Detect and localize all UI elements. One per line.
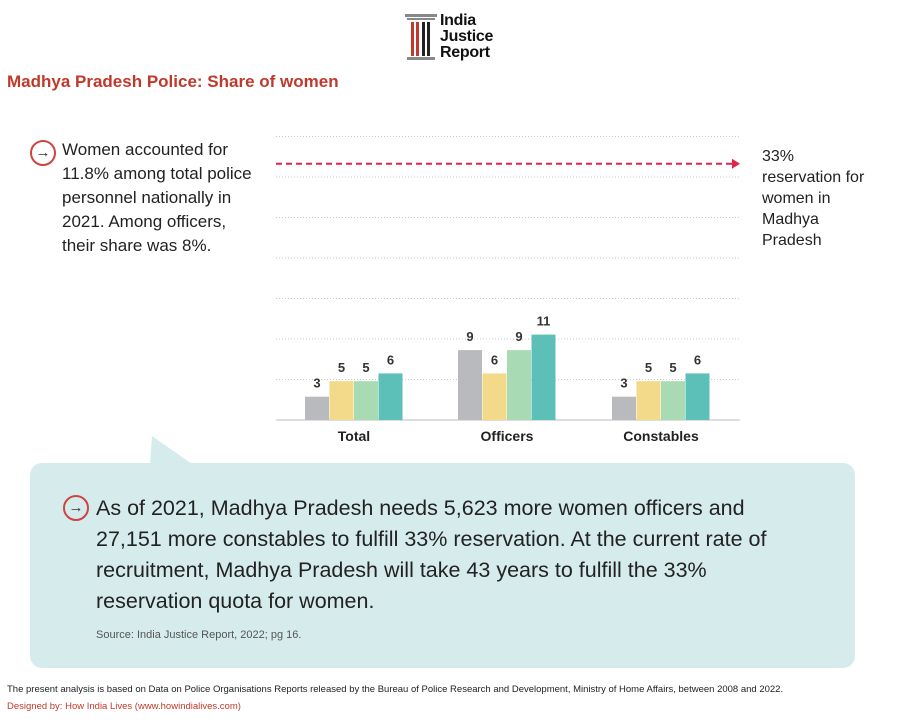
bar-value-label: 6 <box>694 352 701 367</box>
arrow-right-icon: → <box>63 495 89 521</box>
chart-value-labels: 3 5 5 6 9 6 9 11 3 5 5 6 <box>313 314 701 391</box>
bar-value-label: 6 <box>491 352 498 367</box>
bar-value-label: 3 <box>313 376 320 391</box>
callout-box: → As of 2021, Madhya Pradesh needs 5,623… <box>30 463 855 668</box>
reference-line <box>276 158 740 169</box>
logo-line-3: Report <box>440 44 490 61</box>
target-label: 33% reservation for women in Madhya Prad… <box>762 146 872 251</box>
bar <box>636 381 661 420</box>
arrow-right-icon: → <box>30 140 56 166</box>
pillar-icon <box>405 14 437 60</box>
footer-note: The present analysis is based on Data on… <box>7 684 784 695</box>
bar <box>661 381 685 420</box>
bar <box>354 381 378 420</box>
bar <box>531 334 556 420</box>
page-title: Madhya Pradesh Police: Share of women <box>7 72 339 91</box>
target-value: 33% <box>762 148 795 165</box>
bar-value-label: 3 <box>620 376 627 391</box>
logo-line-1: India <box>440 12 476 29</box>
chart-bars <box>305 334 710 420</box>
logo-line-2: Justice <box>440 28 494 45</box>
left-note-text: Women accounted for 11.8% among total po… <box>62 140 252 255</box>
bar <box>685 373 710 420</box>
bar <box>329 381 354 420</box>
logo-text: India Justice Report <box>440 13 493 61</box>
category-label: Officers <box>481 428 534 444</box>
chart-category-labels: Total Officers Constables <box>338 428 699 444</box>
left-note: → Women accounted for 11.8% among total … <box>30 138 260 258</box>
bar <box>482 373 507 420</box>
bar-value-label: 5 <box>362 360 369 375</box>
bar-value-label: 6 <box>387 352 394 367</box>
bar <box>305 396 329 420</box>
bar <box>378 373 403 420</box>
bar <box>612 396 636 420</box>
reference-arrow-icon <box>732 158 740 169</box>
bar-value-label: 11 <box>537 314 551 329</box>
category-label: Constables <box>623 428 699 444</box>
footer-designed-by: Designed by: How India Lives (www.howind… <box>7 701 241 712</box>
bar-chart: 3 5 5 6 9 6 9 11 3 5 5 6 Total Officers Constables <box>276 136 740 444</box>
callout-source: Source: India Justice Report, 2022; pg 1… <box>96 629 302 641</box>
india-justice-report-logo: India Justice Report <box>403 12 513 64</box>
target-text: reservation for women in Madhya Pradesh <box>762 169 865 249</box>
callout-text: As of 2021, Madhya Pradesh needs 5,623 m… <box>96 496 767 613</box>
category-label: Total <box>338 428 370 444</box>
bar-value-label: 5 <box>669 360 676 375</box>
bar <box>458 350 482 420</box>
bar-value-label: 9 <box>515 329 522 344</box>
bar-value-label: 5 <box>645 360 652 375</box>
callout-tail <box>150 436 192 464</box>
bar-value-label: 9 <box>466 329 473 344</box>
bar-value-label: 5 <box>338 360 345 375</box>
bar <box>507 350 531 420</box>
